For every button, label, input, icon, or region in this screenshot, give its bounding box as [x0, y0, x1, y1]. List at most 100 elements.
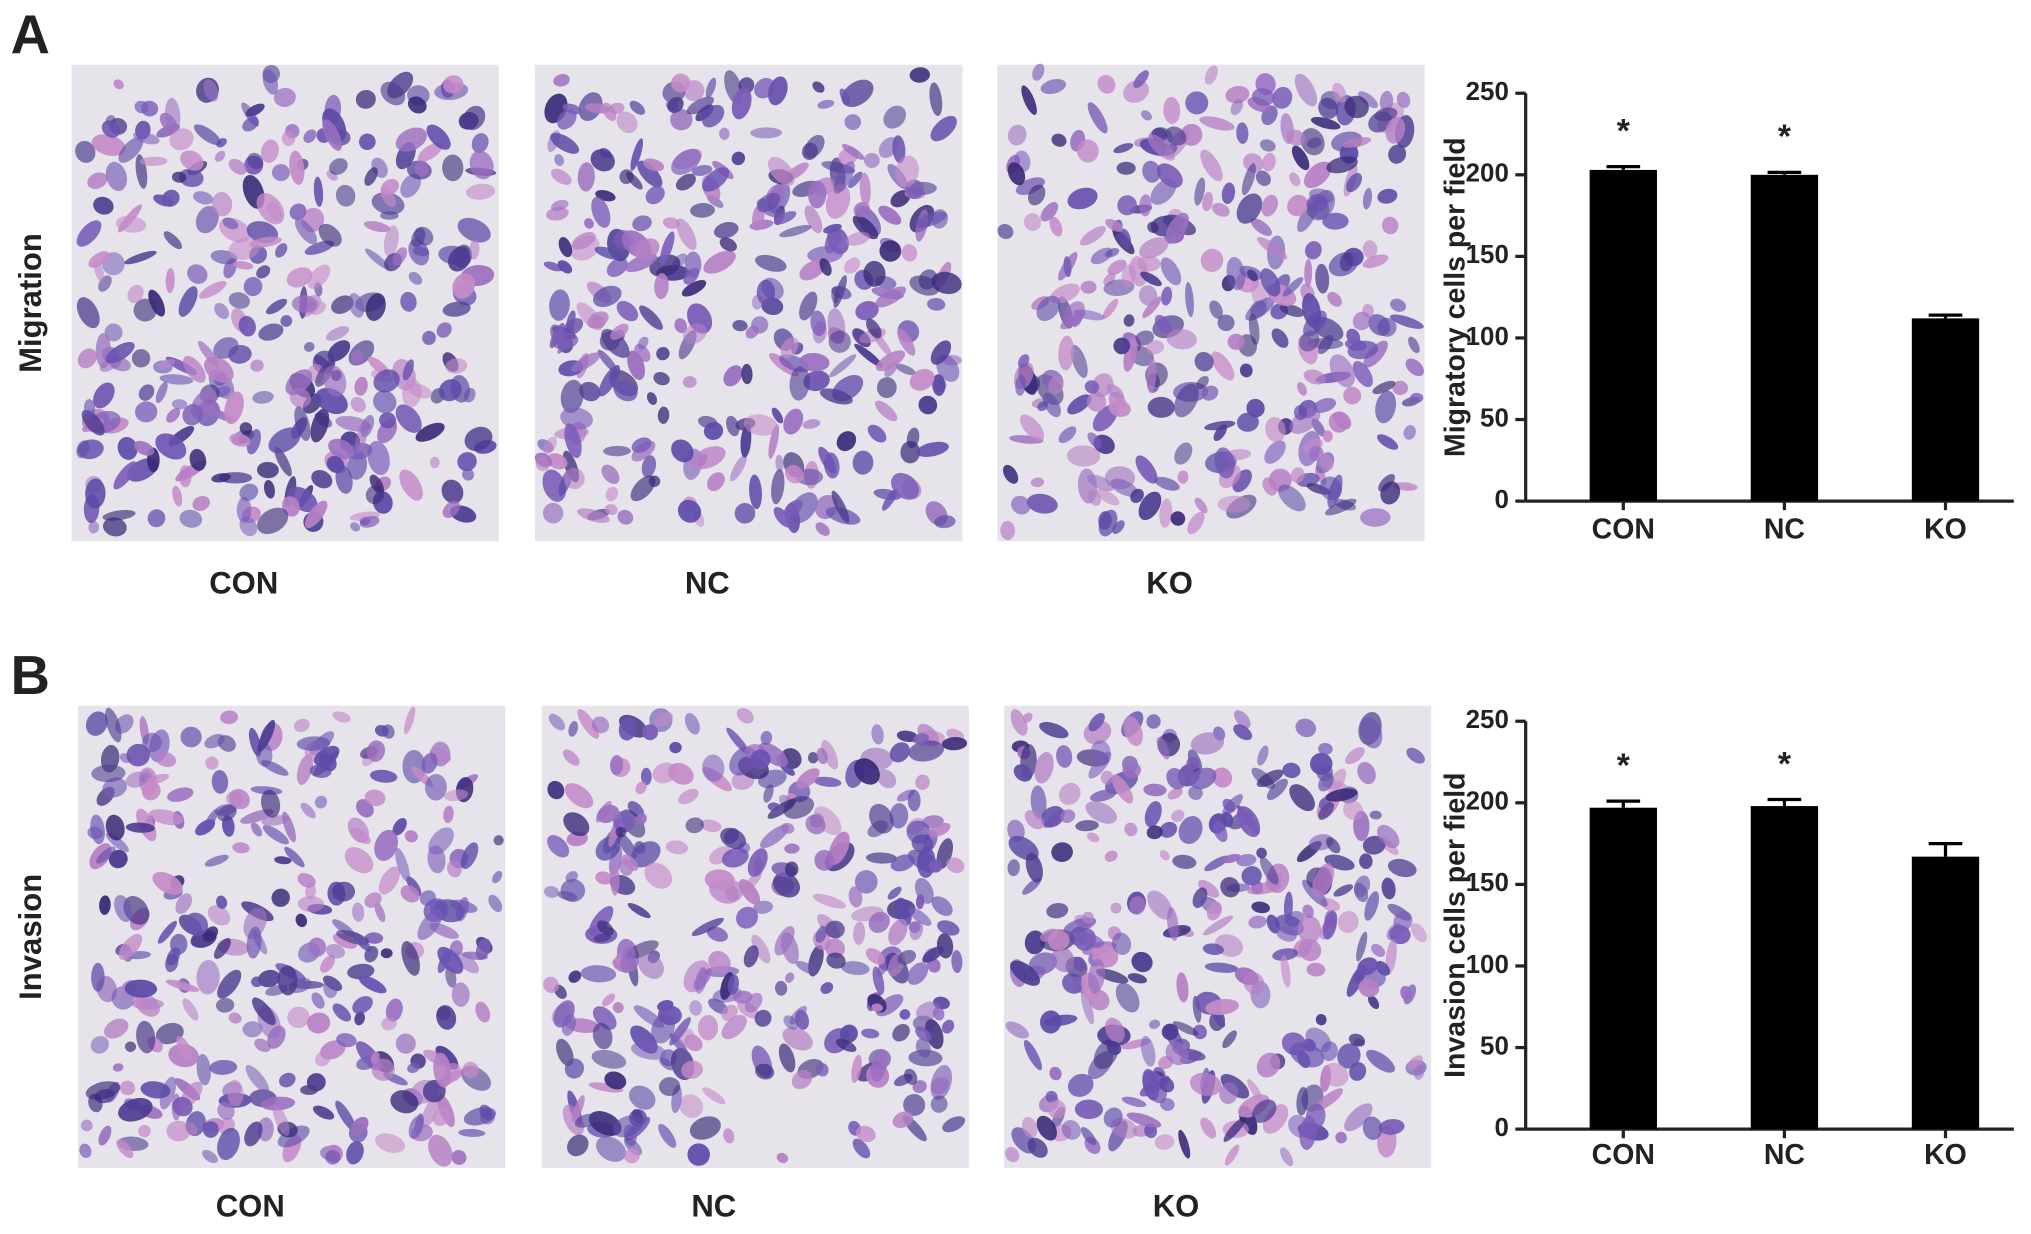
cell [1040, 202, 1059, 222]
cell [681, 280, 707, 297]
cell [848, 886, 863, 908]
cell [1366, 1049, 1395, 1073]
cell [250, 822, 263, 837]
cell [375, 1133, 406, 1153]
cell [423, 1049, 449, 1066]
cell [464, 426, 493, 452]
cell [1085, 801, 1118, 824]
cell [1387, 858, 1417, 878]
cell [352, 902, 365, 922]
cell [706, 926, 728, 942]
cell [204, 854, 229, 867]
cell [689, 1000, 703, 1016]
cell [613, 380, 638, 402]
cell [203, 79, 219, 102]
cell [228, 292, 250, 309]
cell [930, 1077, 950, 1095]
cell [193, 191, 214, 205]
cell [783, 408, 804, 435]
cell [1087, 474, 1115, 492]
cell [105, 814, 125, 841]
cell [723, 365, 743, 387]
cell [400, 291, 417, 312]
cell [422, 330, 436, 346]
cell [590, 149, 615, 172]
cell [308, 937, 327, 957]
cell [727, 974, 739, 995]
cell [329, 158, 348, 175]
micrograph [534, 64, 963, 542]
cell [1192, 1024, 1207, 1040]
cell [871, 724, 884, 745]
cell [1413, 1064, 1425, 1080]
cell [1166, 906, 1179, 941]
cell [1159, 821, 1178, 838]
cell [287, 1006, 310, 1029]
cell [560, 379, 584, 414]
cell [1257, 745, 1269, 766]
cell [380, 187, 397, 207]
cell [170, 933, 188, 955]
cell [689, 1116, 721, 1140]
cell [1166, 768, 1186, 790]
cell [1381, 216, 1399, 235]
cell [1386, 923, 1402, 941]
cell [556, 1038, 574, 1067]
cell [1347, 340, 1379, 360]
cell [799, 259, 826, 281]
cell [1217, 495, 1251, 513]
cell [872, 966, 885, 996]
cell [307, 264, 331, 290]
cell [275, 243, 288, 258]
cell [1017, 354, 1030, 368]
cell [1111, 774, 1134, 804]
cell [204, 733, 225, 749]
cell [901, 244, 918, 262]
cell [825, 920, 845, 939]
cell [1030, 785, 1047, 820]
cell [854, 758, 880, 785]
cell [1087, 432, 1102, 449]
cell [1289, 784, 1315, 812]
cell [892, 1111, 914, 1129]
cell [1272, 948, 1299, 961]
cell [297, 873, 316, 888]
cell [749, 474, 762, 510]
cell [211, 769, 229, 794]
cell [303, 129, 317, 143]
cell [1047, 930, 1070, 951]
cell [1276, 925, 1297, 942]
cell [1214, 447, 1235, 479]
cell [820, 982, 834, 995]
cell [252, 391, 274, 404]
cell [1140, 271, 1162, 287]
y-tick-label: 0 [1494, 1114, 1508, 1142]
cell [1106, 1040, 1122, 1056]
cell [608, 102, 625, 115]
cell [1296, 1086, 1309, 1116]
cell [1177, 470, 1189, 484]
cell [304, 500, 328, 529]
cell [101, 120, 121, 138]
cell [1161, 1023, 1179, 1041]
cell [775, 980, 788, 996]
cell [697, 1015, 719, 1041]
cell [883, 105, 907, 129]
cell [691, 165, 713, 176]
cell [171, 399, 188, 410]
cell [807, 751, 819, 764]
cell [1022, 712, 1033, 724]
cell [1392, 380, 1409, 396]
cell [1174, 442, 1193, 465]
cell [897, 328, 916, 356]
cell [547, 780, 565, 800]
error-bar [1928, 841, 1963, 857]
cell [1375, 960, 1390, 976]
cell [863, 152, 880, 169]
cell [553, 1000, 575, 1028]
cell [829, 354, 857, 378]
cell [1126, 1112, 1162, 1128]
cell [228, 788, 250, 810]
cell [605, 486, 618, 502]
